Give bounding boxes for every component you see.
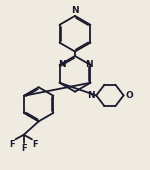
Text: N: N <box>87 91 94 100</box>
Text: N: N <box>71 6 79 15</box>
Text: N: N <box>85 60 92 69</box>
Text: N: N <box>58 60 65 69</box>
Text: F: F <box>21 144 27 153</box>
Text: O: O <box>126 91 133 100</box>
Text: F: F <box>9 140 15 149</box>
Text: F: F <box>33 140 38 149</box>
